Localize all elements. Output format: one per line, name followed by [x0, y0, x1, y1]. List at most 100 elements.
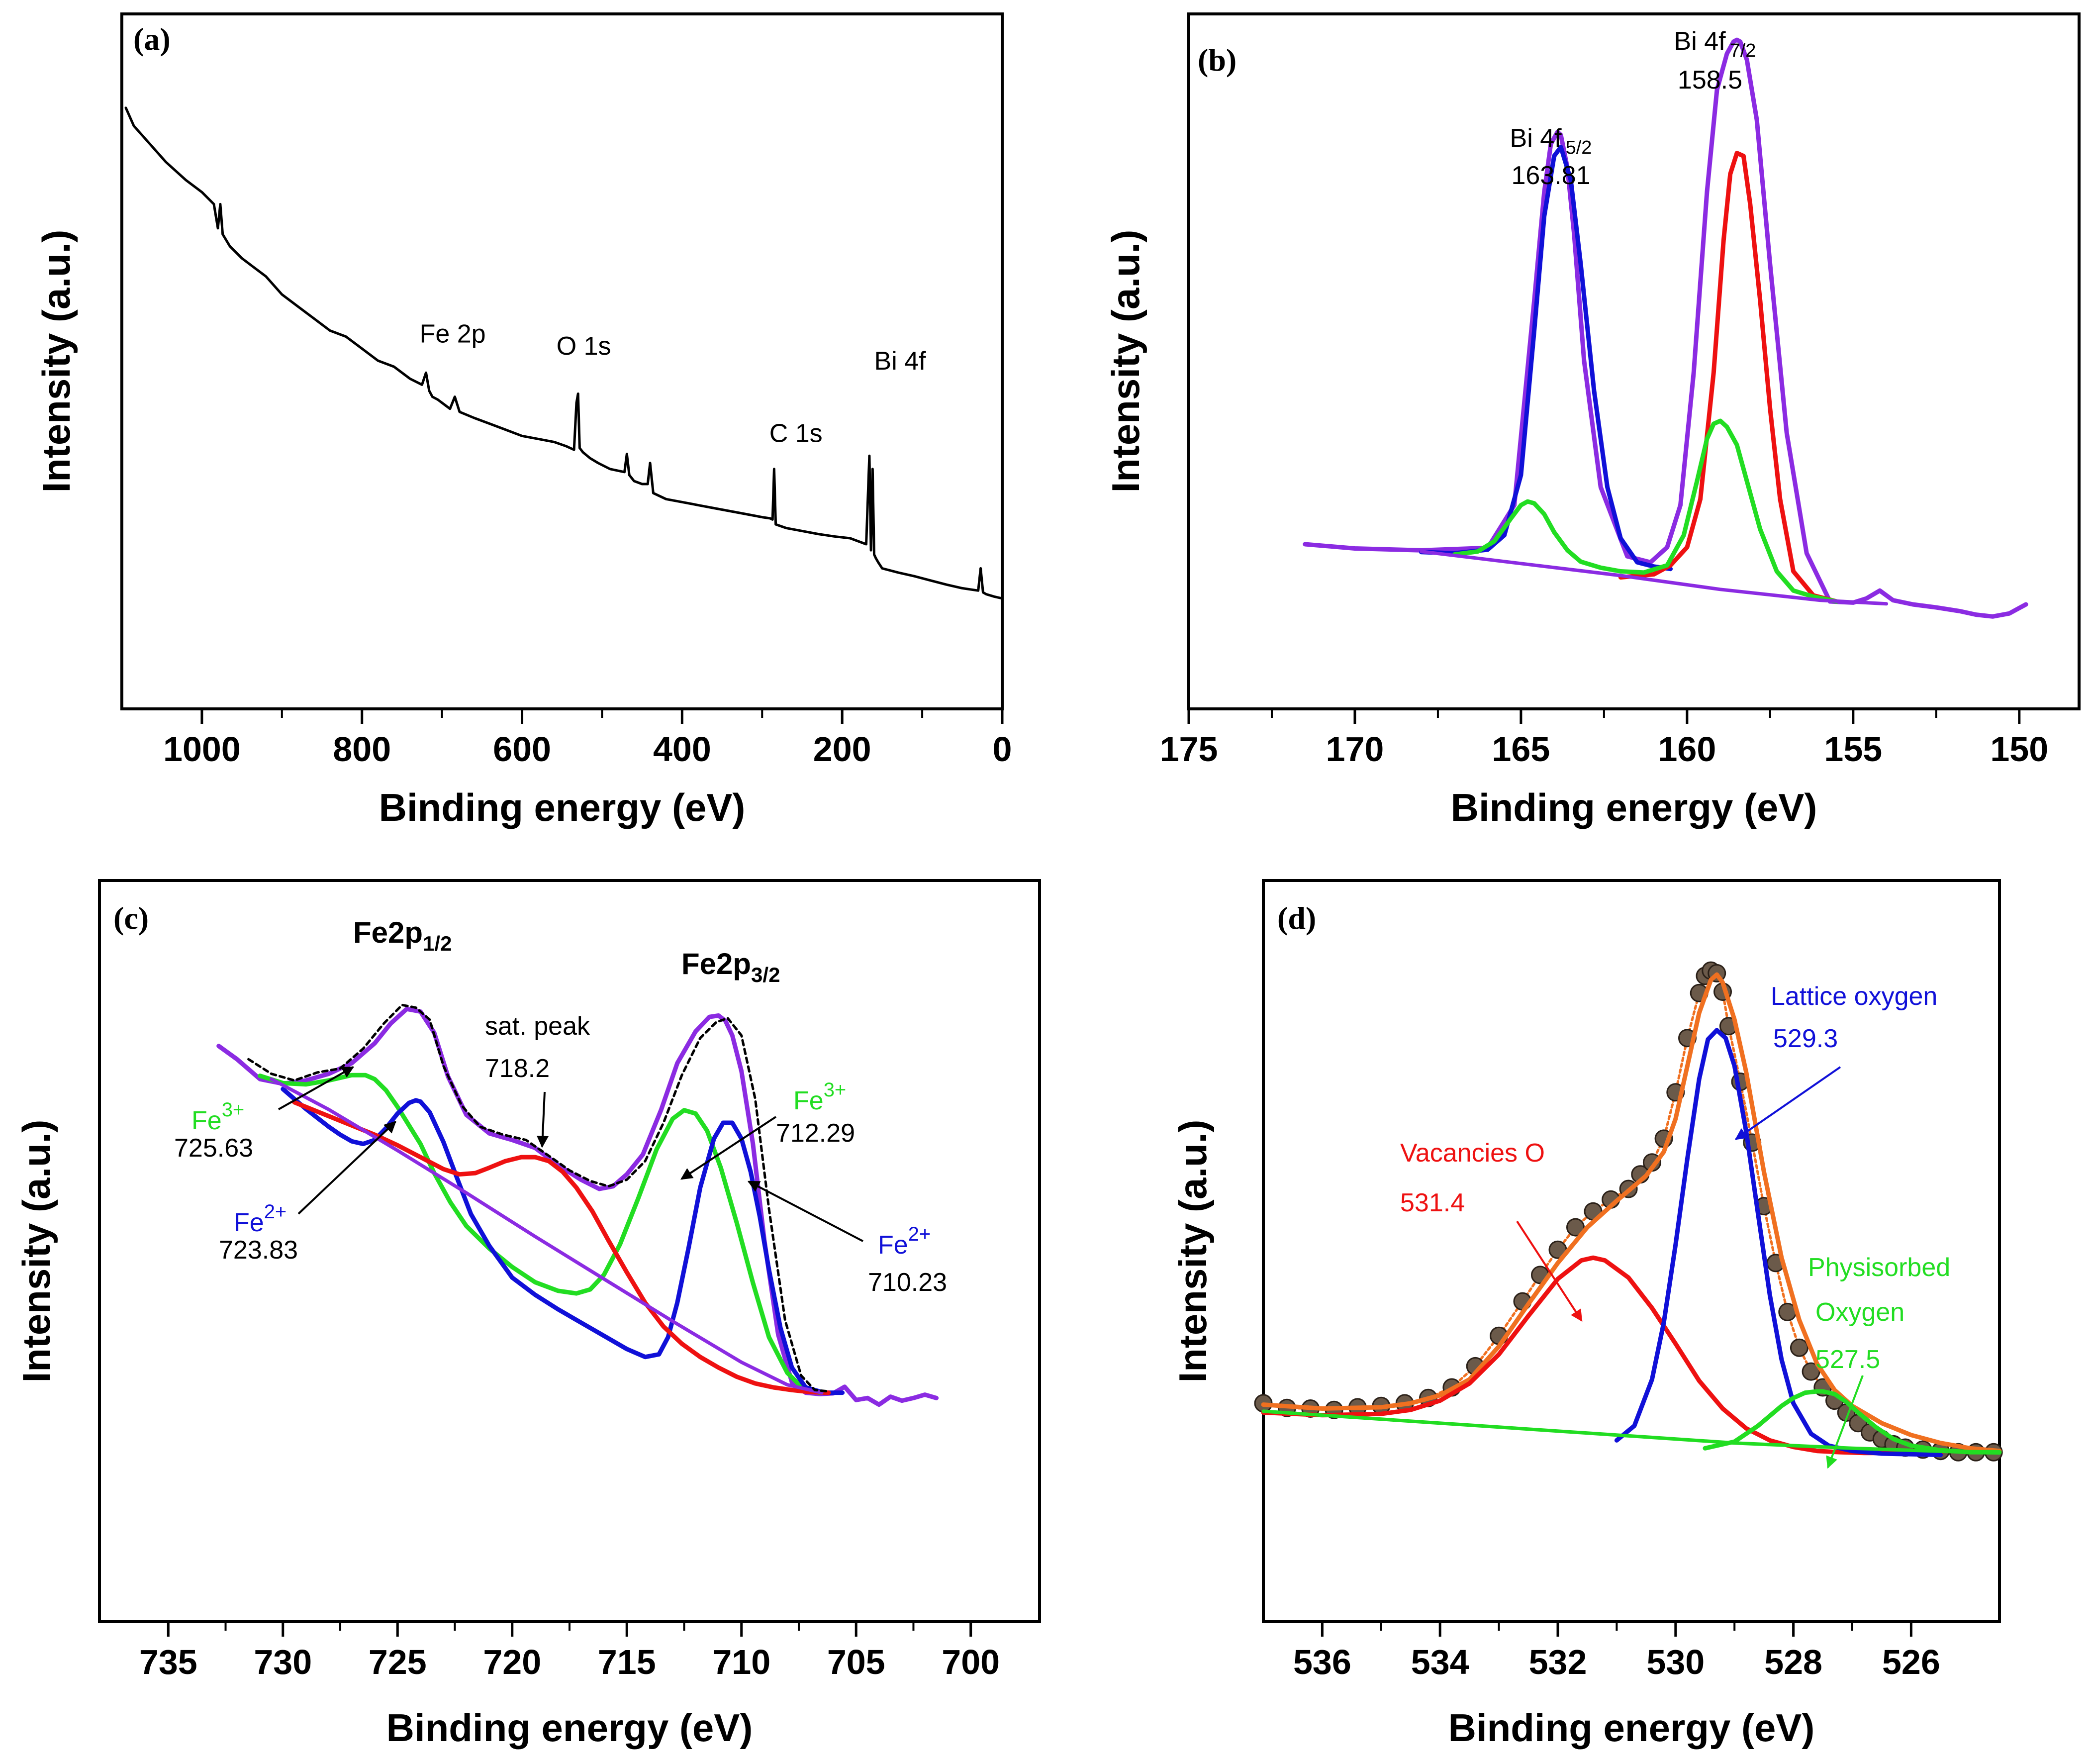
peak-label: Fe 2p: [420, 320, 486, 349]
series-fe2-723-83: [281, 1086, 845, 1395]
fe2p12-label: Fe2p1/2: [353, 916, 452, 955]
panel-a-frame: [120, 12, 1004, 710]
x-tick-label: 150: [1990, 730, 2048, 769]
physisorbed-label-2: Oxygen: [1815, 1298, 1904, 1327]
x-tick-label: 155: [1824, 730, 1882, 769]
panel-c-annotations: Fe2p1/2 Fe2p3/2 sat. peak 718.2 Fe3+ 725…: [174, 916, 947, 1297]
x-tick-label: 170: [1326, 730, 1384, 769]
sat-peak-value: 718.2: [485, 1054, 550, 1083]
panel-b-series: [1303, 37, 2028, 619]
fe3-712-value: 712.29: [776, 1119, 855, 1148]
fe2-710-arrow: [747, 1180, 863, 1242]
lattice-oxygen-value: 529.3: [1773, 1024, 1838, 1053]
series-raw-data: [247, 1003, 830, 1393]
bi4f52-label: Bi 4f 5/2: [1510, 124, 1592, 158]
x-tick-label: 200: [813, 730, 871, 769]
bi4f52-text: Bi 4f: [1510, 124, 1562, 153]
bi4f72-text: Bi 4f: [1674, 27, 1726, 56]
lattice-oxygen-arrow: [1735, 1066, 1841, 1140]
x-tick-label: 735: [139, 1643, 197, 1681]
x-tick-label: 536: [1293, 1643, 1351, 1681]
x-tick-label: 725: [369, 1643, 427, 1681]
panel-d-o1s: 536 534 532 530 528 526 Lattice oxygen 529.3 …: [1171, 879, 2003, 1750]
series-background: [270, 1077, 824, 1395]
fe3-712-text: Fe: [793, 1086, 824, 1115]
fe2-710-text: Fe: [878, 1231, 908, 1260]
bi4f72-label: Bi 4f 7/2: [1674, 27, 1756, 61]
x-tick-label: 175: [1160, 730, 1218, 769]
lattice-oxygen-label: Lattice oxygen: [1771, 982, 1937, 1011]
x-tick-label: 705: [827, 1643, 885, 1681]
x-tick-label: 530: [1646, 1643, 1705, 1681]
x-tick-label: 700: [942, 1643, 1000, 1681]
fe2-723-arrow: [297, 1121, 396, 1215]
panel-a-series: [124, 106, 1004, 600]
panel-c-fe2p: 735 730 725 720 715 710 705 700 Fe2p1/2 Fe2p3/2…: [14, 879, 1041, 1750]
vacancies-o-label: Vacancies O: [1400, 1139, 1545, 1168]
bi4f72-value: 158.5: [1678, 66, 1742, 95]
peak-label: C 1s: [769, 419, 823, 448]
panel-c-label: (c): [113, 900, 149, 936]
x-tick-label: 800: [333, 730, 391, 769]
fe2-710-sup: 2+: [908, 1223, 931, 1245]
fe2-723-label: Fe2+: [234, 1201, 286, 1237]
fe2p32-text: Fe2p: [681, 947, 751, 980]
panel-d-x-axis-label: Binding energy (eV): [1448, 1706, 1815, 1750]
physisorbed-label: Physisorbed: [1808, 1253, 1950, 1282]
panel-b-tick-labels: 175 170 165 160 155 150: [1160, 730, 2049, 769]
physisorbed-arrow: [1826, 1375, 1864, 1469]
series-envelope: [1303, 37, 2028, 619]
fe2p12-text: Fe2p: [353, 916, 423, 949]
bi4f72-sub: 7/2: [1730, 40, 1756, 61]
fe3-712-label: Fe3+: [793, 1079, 846, 1115]
fe2p32-sub: 3/2: [751, 963, 780, 986]
vacancies-o-value: 531.4: [1400, 1188, 1465, 1217]
x-tick-label: 730: [254, 1643, 312, 1681]
panel-c-series: [216, 1003, 939, 1407]
data-point: [1790, 1338, 1808, 1357]
fe3-725-arrow: [278, 1066, 355, 1110]
sat-peak-label: sat. peak: [485, 1012, 590, 1041]
x-tick-label: 600: [493, 730, 551, 769]
fe2-723-sup: 2+: [264, 1201, 287, 1223]
panel-d-tick-labels: 536 534 532 530 528 526: [1293, 1643, 1940, 1681]
panel-d-label: (d): [1277, 900, 1316, 936]
fe2-723-text: Fe: [234, 1208, 264, 1237]
series-satellite: [1452, 418, 1839, 604]
x-tick-label: 720: [483, 1643, 541, 1681]
data-point: [1566, 1218, 1585, 1237]
series-fe3-725-63: [258, 1073, 822, 1395]
fe2-723-value: 723.83: [219, 1236, 298, 1265]
x-tick-label: 1000: [163, 730, 241, 769]
panel-c-y-axis-label: Intensity (a.u.): [14, 1120, 58, 1383]
panel-d-series: [1254, 961, 2003, 1462]
fe3-712-sup: 3+: [824, 1079, 847, 1101]
series-fit-envelope: [1261, 972, 2002, 1454]
panel-a-x-axis-label: Binding energy (eV): [379, 785, 746, 829]
fe3-725-value: 725.63: [174, 1134, 253, 1163]
series-bi-4f5-2: [1419, 145, 1673, 572]
series-raw-data: [1262, 969, 1995, 1454]
series-vacancies-o-531-4: [1261, 1255, 1943, 1456]
x-tick-label: 160: [1658, 730, 1716, 769]
fe3-725-text: Fe: [191, 1106, 222, 1135]
panel-d-y-axis-label: Intensity (a.u.): [1171, 1120, 1215, 1383]
sat-peak-arrow: [536, 1091, 549, 1148]
x-tick-label: 715: [598, 1643, 656, 1681]
series-sat-peak-718-2: [292, 1100, 831, 1395]
fe3-725-label: Fe3+: [191, 1099, 244, 1135]
series-survey: [124, 106, 1004, 600]
vacancies-o-arrow: [1516, 1220, 1583, 1322]
panel-a-label: (a): [133, 21, 171, 57]
panel-b-ticks: [1187, 709, 2021, 724]
panel-b-x-axis-label: Binding energy (eV): [1451, 785, 1817, 829]
series-background: [1261, 1409, 2001, 1455]
bi4f52-sub: 5/2: [1566, 137, 1592, 158]
x-tick-label: 534: [1411, 1643, 1469, 1681]
fe3-712-arrow: [680, 1116, 777, 1180]
panel-b-annotations: Bi 4f 5/2 163.81 Bi 4f 7/2 158.5: [1510, 27, 1756, 190]
x-tick-label: 710: [712, 1643, 770, 1681]
fe2p12-sub: 1/2: [423, 932, 452, 955]
panel-d-frame: [1262, 879, 2001, 1623]
